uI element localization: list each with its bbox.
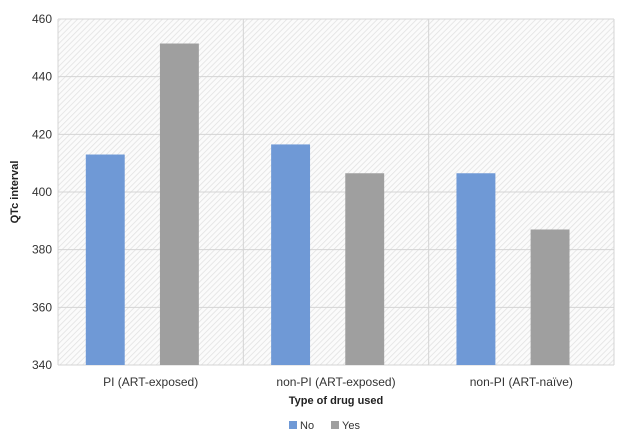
legend-label-no: No [300, 420, 314, 432]
y-axis-title: QTc interval [9, 161, 21, 224]
x-tick-label-pi-art-exposed: PI (ART-exposed) [103, 375, 198, 389]
y-tick-label-460: 460 [32, 12, 52, 26]
bars [85, 43, 570, 366]
legend-label-yes: Yes [342, 420, 360, 432]
x-tick-label-non-pi-art-exposed: non-PI (ART-exposed) [276, 375, 395, 389]
y-tick-label-360: 360 [32, 300, 52, 314]
x-axis-title: Type of drug used [289, 395, 384, 407]
y-tick-label-340: 340 [32, 358, 52, 372]
x-axis-ticks: PI (ART-exposed) non-PI (ART-exposed) non-… [103, 375, 573, 389]
y-tick-label-380: 380 [32, 243, 52, 257]
y-tick-label-420: 420 [32, 127, 52, 141]
x-tick-label-non-pi-art-na-ve: non-PI (ART-naïve) [470, 375, 573, 389]
bar-no-pi-art-exposed [85, 154, 125, 365]
legend-swatch-no [289, 421, 297, 429]
legend-swatch-yes [331, 421, 339, 429]
y-tick-label-440: 440 [32, 70, 52, 84]
gridlines [57, 18, 615, 366]
bar-yes-non-pi-art-na-ve [530, 229, 570, 365]
y-tick-label-400: 400 [32, 185, 52, 199]
bar-no-non-pi-art-exposed [271, 144, 311, 365]
bar-yes-non-pi-art-exposed [345, 173, 385, 365]
bar-yes-pi-art-exposed [159, 43, 199, 366]
legend: No Yes [289, 420, 360, 432]
bar-no-non-pi-art-na-ve [456, 173, 496, 365]
y-axis-ticks: 340 360 380 400 420 440 460 [32, 12, 52, 372]
